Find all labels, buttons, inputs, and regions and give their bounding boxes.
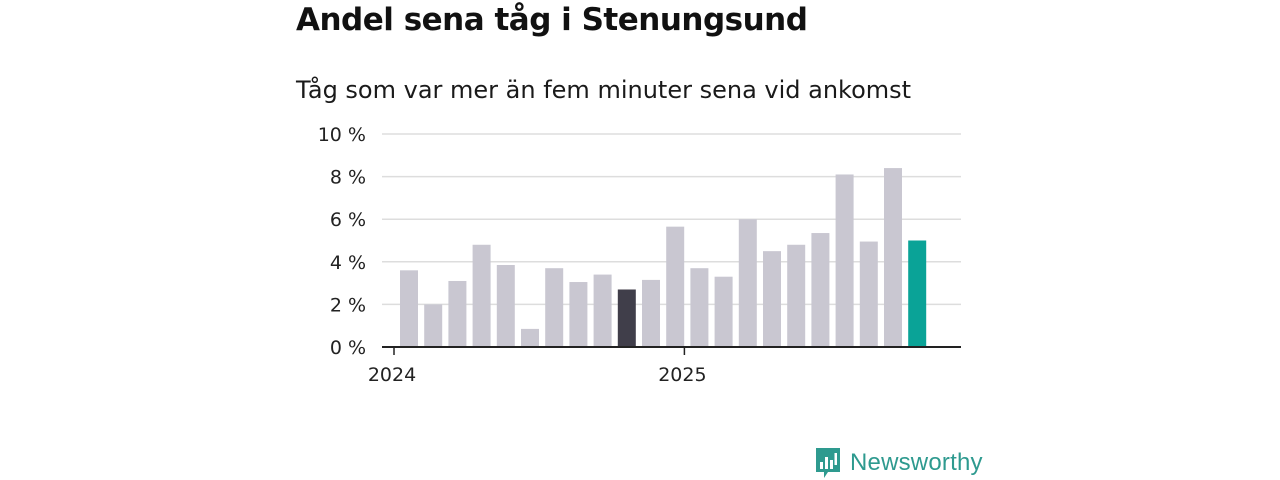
bar [642, 279, 660, 347]
bar [448, 280, 467, 347]
x-tick-label: 2024 [368, 364, 416, 386]
y-tick-label: 6 % [330, 209, 366, 231]
bar [424, 304, 443, 347]
bar [496, 264, 515, 347]
bar [787, 244, 806, 347]
bar [593, 274, 612, 347]
bar [908, 240, 927, 347]
chart-subtitle: Tåg som var mer än fem minuter sena vid … [296, 76, 912, 104]
bar [666, 226, 685, 347]
y-tick-label: 2 % [330, 294, 366, 316]
chart-title: Andel sena tåg i Stenungsund [296, 2, 808, 38]
newsworthy-logo: Newsworthy [814, 446, 983, 480]
bar [763, 251, 781, 347]
bar [545, 268, 564, 347]
y-tick-label: 10 % [318, 124, 366, 146]
bar [617, 289, 636, 347]
bar [835, 174, 854, 347]
bar [521, 328, 539, 347]
bar [400, 270, 418, 347]
bar [811, 233, 830, 347]
bar [884, 168, 902, 347]
bar [738, 219, 757, 347]
bar [714, 276, 733, 347]
newsworthy-logo-icon [816, 448, 840, 478]
bar [472, 244, 491, 347]
bar [569, 282, 588, 347]
y-tick-label: 8 % [330, 167, 366, 189]
newsworthy-logo-text: Newsworthy [850, 449, 983, 476]
y-tick-label: 0 % [330, 337, 366, 359]
bar [859, 241, 878, 347]
bar [690, 268, 709, 347]
y-tick-label: 4 % [330, 252, 366, 274]
x-tick-label: 2025 [658, 364, 706, 386]
